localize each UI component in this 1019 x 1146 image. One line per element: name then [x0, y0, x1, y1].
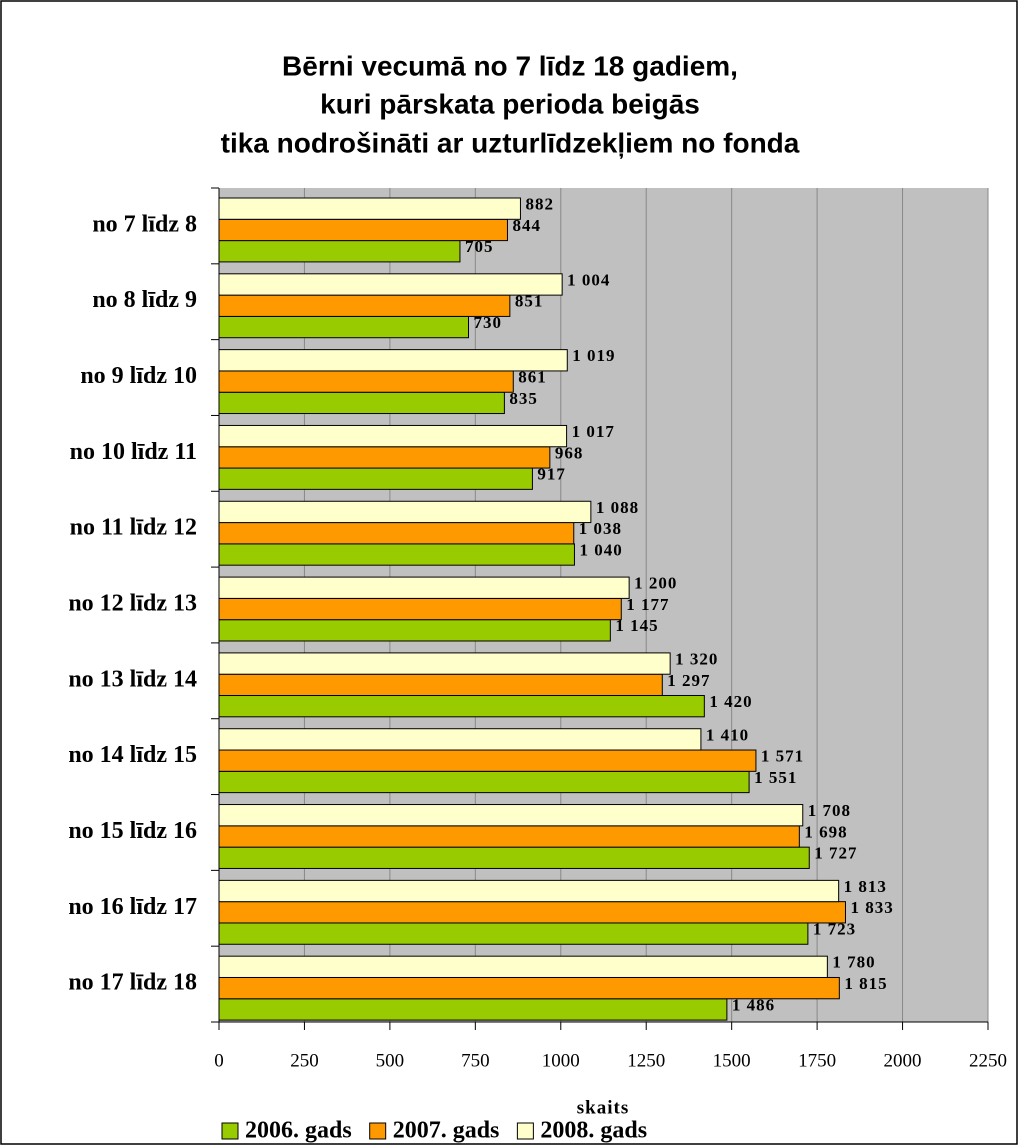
value-label: 1 551: [754, 768, 797, 787]
legend-label: 2008. gads: [540, 1118, 647, 1144]
bar: [218, 976, 840, 1000]
legend-label: 2007. gads: [393, 1118, 500, 1144]
x-tick-label: 0: [214, 1050, 224, 1071]
bar: [218, 619, 611, 642]
y-tick-label: no 8 līdz 9: [92, 287, 197, 313]
bar: [218, 804, 804, 827]
bar: [218, 901, 846, 924]
value-label: 882: [525, 195, 554, 214]
value-label: 1 727: [814, 844, 857, 863]
value-label: 1 571: [761, 747, 804, 766]
bar: [218, 846, 810, 869]
value-label: 1 017: [572, 422, 615, 441]
bar: [218, 749, 757, 772]
value-label: 705: [465, 237, 494, 256]
bar: [218, 955, 828, 978]
value-label: 730: [473, 313, 502, 332]
value-label: 1 177: [626, 595, 669, 614]
bar: [218, 522, 575, 545]
x-tick-label: 500: [376, 1050, 405, 1071]
y-tick-label: no 16 līdz 17: [68, 894, 197, 920]
chart-title: kuri pārskata perioda beigās: [320, 88, 700, 119]
bar: [218, 218, 508, 242]
bar: [218, 349, 568, 372]
bar: [218, 424, 568, 448]
value-label: 1 297: [667, 671, 710, 690]
y-tick-label: no 9 līdz 10: [80, 363, 197, 389]
bar: [218, 728, 702, 751]
y-tick-label: no 15 līdz 16: [68, 818, 197, 844]
value-label: 1 410: [706, 725, 749, 744]
value-label: 1 698: [804, 822, 847, 841]
legend-swatch: [516, 1122, 534, 1140]
value-label: 1 780: [832, 953, 875, 972]
x-tick-label: 1250: [627, 1050, 665, 1071]
bar: [218, 370, 514, 393]
value-label: 1 486: [732, 995, 775, 1014]
bar: [218, 446, 551, 469]
value-label: 968: [555, 443, 584, 462]
value-label: 1 813: [844, 877, 887, 896]
value-label: 1 004: [567, 270, 610, 289]
value-label: 917: [537, 465, 566, 484]
value-label: 1 723: [813, 920, 856, 939]
value-label: 851: [515, 292, 544, 311]
chart-title: Bērni vecumā no 7 līdz 18 gadiem,: [282, 50, 738, 81]
y-tick-label: no 12 līdz 13: [68, 591, 197, 617]
legend-swatch: [369, 1122, 387, 1140]
bar: [218, 500, 592, 524]
bar: [218, 998, 728, 1021]
value-label: 1 708: [808, 801, 851, 820]
legend-label: 2006. gads: [245, 1118, 352, 1144]
x-tick-label: 1000: [542, 1050, 580, 1071]
x-tick-label: 1500: [713, 1050, 751, 1071]
y-tick-label: no 11 līdz 12: [70, 515, 197, 541]
value-label: 1 200: [634, 574, 677, 593]
bar: [218, 273, 563, 296]
bar: [218, 576, 630, 599]
x-axis-label: skaits: [577, 1097, 629, 1118]
y-tick-label: no 10 līdz 11: [70, 439, 197, 465]
legend-swatch: [221, 1122, 239, 1140]
value-label: 1 019: [572, 346, 615, 365]
value-label: 1 833: [850, 898, 893, 917]
y-tick-label: no 13 līdz 14: [68, 666, 197, 692]
x-tick-label: 750: [461, 1050, 490, 1071]
chart-title: tika nodrošināti ar uzturlīdzekļiem no f…: [221, 127, 800, 158]
bar: [218, 240, 461, 263]
value-label: 861: [518, 367, 547, 386]
y-tick-label: no 17 līdz 18: [68, 970, 197, 996]
bar: [218, 825, 800, 848]
value-label: 1 145: [615, 616, 658, 635]
bar: [218, 652, 671, 675]
bar: [218, 197, 521, 220]
value-label: 1 040: [579, 540, 622, 559]
x-tick-label: 1750: [798, 1050, 836, 1071]
bar: [218, 695, 705, 718]
value-label: 1 320: [675, 649, 718, 668]
x-tick-label: 2250: [969, 1050, 1007, 1071]
bar: [218, 294, 511, 317]
bar: [218, 597, 622, 621]
bar: [218, 922, 809, 945]
value-label: 844: [512, 216, 541, 235]
value-label: 1 088: [596, 498, 639, 517]
value-label: 1 815: [844, 974, 887, 993]
value-label: 1 038: [579, 519, 622, 538]
bar: [218, 391, 505, 415]
bar: [218, 543, 575, 566]
x-tick-label: 250: [290, 1050, 319, 1071]
value-label: 1 420: [709, 692, 752, 711]
bar: [218, 673, 663, 697]
value-label: 835: [509, 389, 537, 408]
y-tick-label: no 7 līdz 8: [92, 211, 197, 237]
y-tick-label: no 14 līdz 15: [68, 742, 197, 768]
bar: [218, 770, 750, 794]
x-tick-label: 2000: [884, 1050, 922, 1071]
bar: [218, 315, 469, 339]
bar: [218, 879, 840, 903]
bar: [218, 467, 533, 490]
